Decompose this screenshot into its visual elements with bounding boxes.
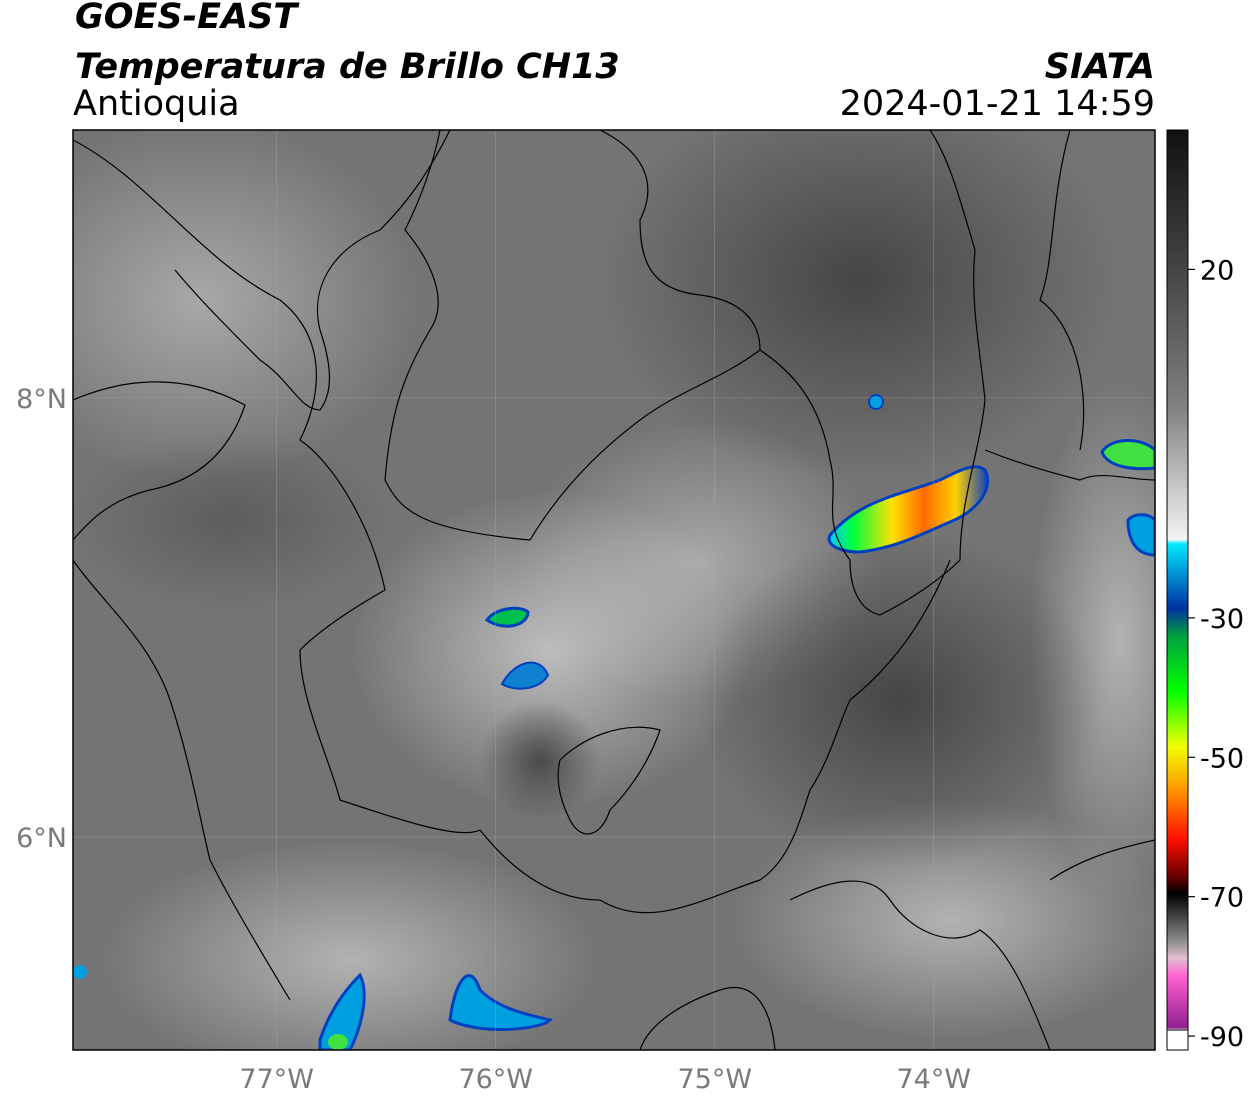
border xyxy=(384,130,761,541)
clear-sky xyxy=(700,530,1100,870)
border xyxy=(1039,130,1085,451)
x-tick-label: 75°W xyxy=(677,1064,752,1095)
y-tick-label: 6°N xyxy=(16,823,67,854)
storm-cell xyxy=(318,972,366,1050)
border xyxy=(73,139,951,914)
x-tick-label: 76°W xyxy=(458,1064,533,1095)
storm-cell xyxy=(500,661,550,690)
storm-cell xyxy=(1126,513,1155,557)
storm-cell xyxy=(827,465,989,554)
storm-cell xyxy=(73,965,87,979)
clear-sky xyxy=(480,700,600,820)
border xyxy=(639,986,776,1050)
x-tick-label: 74°W xyxy=(897,1064,972,1095)
border xyxy=(789,880,1051,1050)
title: GOES-EAST xyxy=(75,0,300,37)
coastline xyxy=(73,559,291,1001)
cloud xyxy=(73,130,420,480)
satellite-image xyxy=(73,130,1155,1050)
region: Antioquia xyxy=(73,84,240,124)
storm-cell xyxy=(448,974,553,1031)
storm-cell xyxy=(484,606,530,628)
datetime: 2024-01-21 14:59 xyxy=(840,84,1155,124)
colorbar-tick-label: 20 xyxy=(1200,255,1234,286)
subtitle: Temperatura de Brillo CH13 xyxy=(75,47,620,87)
storm-cell xyxy=(1100,438,1155,471)
storm-cell xyxy=(868,394,884,410)
y-tick-label: 8°N xyxy=(16,384,67,415)
colorbar-tick-label: -50 xyxy=(1200,743,1244,774)
coastline xyxy=(73,381,246,541)
border xyxy=(557,726,661,835)
border xyxy=(984,449,1155,481)
clear-sky xyxy=(600,130,1120,480)
source: SIATA xyxy=(1045,47,1155,87)
map-frame xyxy=(72,129,1156,1051)
border xyxy=(1049,839,1155,881)
border xyxy=(759,130,986,616)
coastline xyxy=(174,130,451,411)
storm-cell xyxy=(328,1034,348,1050)
colorbar xyxy=(1166,129,1189,1051)
clear-sky xyxy=(73,430,390,610)
colorbar-tick-label: -90 xyxy=(1200,1022,1244,1053)
x-tick-label: 77°W xyxy=(239,1064,314,1095)
colorbar-tick-label: -70 xyxy=(1200,883,1244,914)
colorbar-tick-label: -30 xyxy=(1200,604,1244,635)
